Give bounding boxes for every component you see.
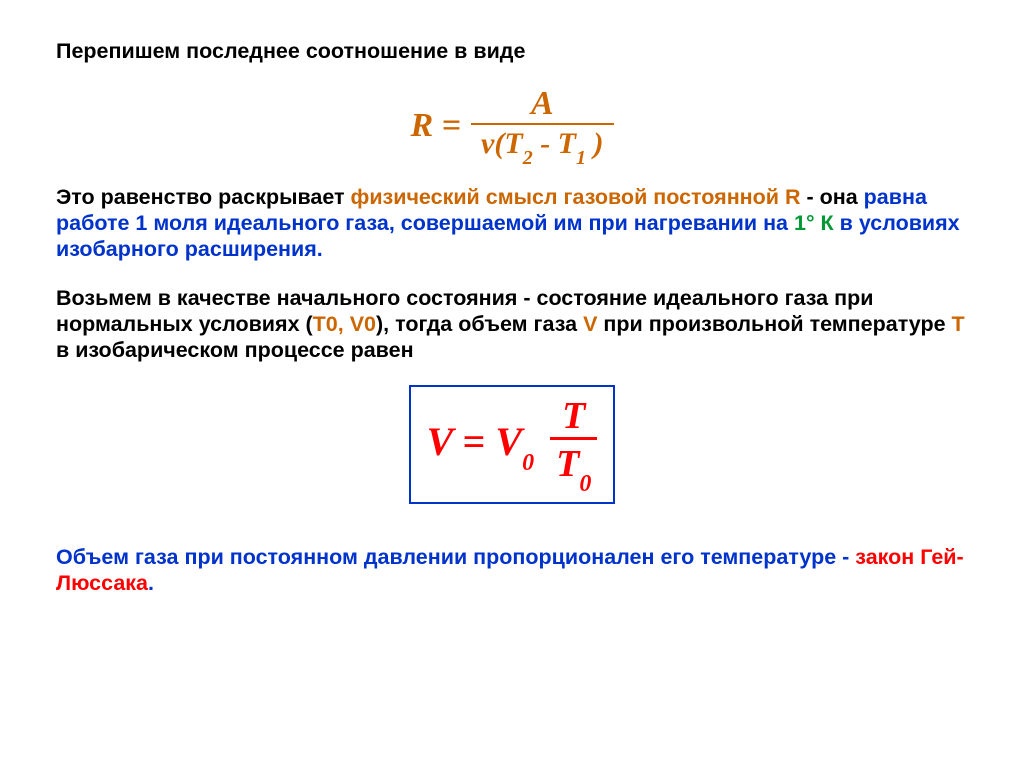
p4-t1: Объем газа при постоянном давлении пропо… (56, 545, 836, 569)
formula-v-box: V = V0 T T0 (409, 385, 616, 504)
p4-t2: - (836, 545, 855, 569)
paragraph-3: Возьмем в качестве начального состояния … (56, 285, 968, 364)
formula-v-fraction: T T0 (550, 397, 597, 492)
slide: Перепишем последнее соотношение в виде R… (0, 0, 1024, 767)
formula-r-denominator: ν(T2 - T1 ) (471, 123, 613, 166)
p3-t6: T (952, 312, 965, 336)
p2-t1: Это равенство раскрывает (56, 185, 351, 209)
p2-t6: 1° К (794, 211, 834, 235)
paragraph-1: Перепишем последнее соотношение в виде (56, 38, 968, 64)
formula-v-lhs: V = V0 (427, 418, 534, 471)
p3-t3: ), тогда объем газа (376, 312, 583, 336)
p3-t4: V (583, 312, 597, 336)
p1-text: Перепишем последнее соотношение в виде (56, 39, 525, 63)
paragraph-2: Это равенство раскрывает физический смыс… (56, 184, 968, 263)
p2-t3: - она (801, 185, 864, 209)
formula-r-fraction: A ν(T2 - T1 ) (471, 86, 613, 166)
p3-t7: в изобарическом процессе равен (56, 338, 414, 362)
paragraph-4: Объем газа при постоянном давлении пропо… (56, 544, 968, 596)
p2-t2: физический смысл газовой постоянной R (351, 185, 801, 209)
p4-t4: . (148, 571, 154, 595)
formula-v-wrap: V = V0 T T0 (56, 385, 968, 504)
p3-t2: T0, V0 (313, 312, 376, 336)
formula-v-den: T0 (550, 437, 597, 492)
formula-r-numerator: A (481, 86, 604, 123)
formula-v-num: T (554, 397, 593, 437)
p2-t5: идеального газа, совершаемой им при нагр… (208, 211, 794, 235)
formula-r: R = A ν(T2 - T1 ) (56, 86, 968, 166)
formula-r-lhs: R = (410, 107, 461, 145)
p3-t5: при произвольной температуре (597, 312, 951, 336)
